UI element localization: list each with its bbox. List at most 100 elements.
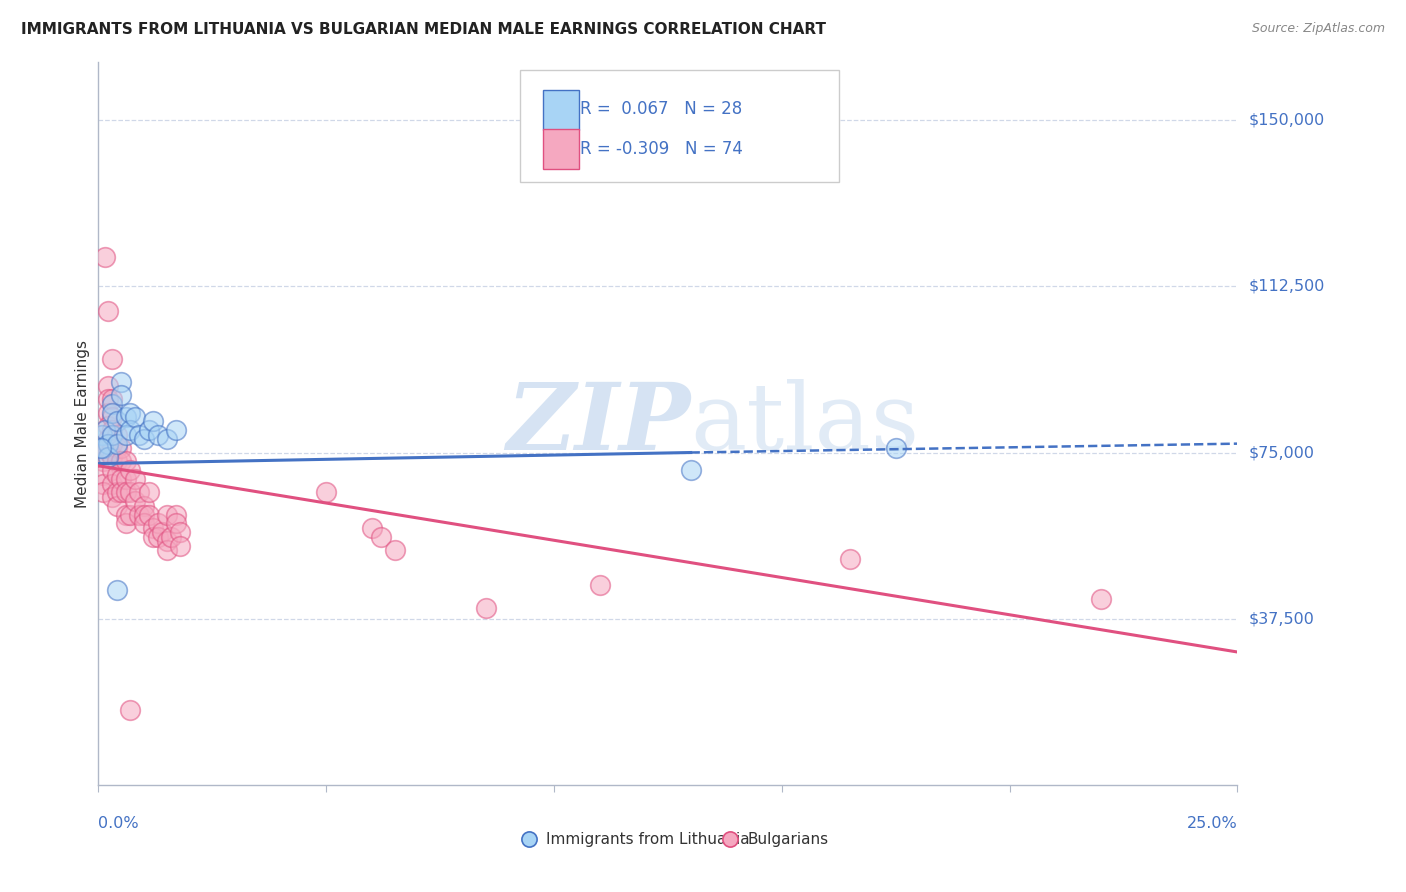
Point bbox=[884, 441, 907, 455]
Point bbox=[128, 427, 150, 442]
Point bbox=[839, 552, 862, 566]
Point bbox=[110, 485, 132, 500]
Point bbox=[101, 463, 124, 477]
Point bbox=[90, 441, 112, 455]
Point bbox=[105, 441, 128, 455]
Point bbox=[91, 454, 114, 468]
Point bbox=[360, 521, 382, 535]
Text: Bulgarians: Bulgarians bbox=[748, 831, 828, 847]
Point bbox=[96, 418, 118, 433]
Point bbox=[91, 476, 114, 491]
Point bbox=[91, 441, 114, 455]
Point bbox=[142, 415, 165, 429]
Point bbox=[114, 516, 136, 531]
Text: $37,500: $37,500 bbox=[1249, 611, 1315, 626]
Point bbox=[132, 499, 155, 513]
Point bbox=[165, 508, 187, 522]
Point bbox=[114, 427, 136, 442]
Point bbox=[132, 508, 155, 522]
Text: Source: ZipAtlas.com: Source: ZipAtlas.com bbox=[1251, 22, 1385, 36]
Point bbox=[101, 406, 124, 420]
Point bbox=[120, 485, 142, 500]
FancyBboxPatch shape bbox=[520, 70, 839, 182]
Text: $75,000: $75,000 bbox=[1249, 445, 1315, 460]
Point bbox=[124, 410, 146, 425]
Text: 25.0%: 25.0% bbox=[1187, 815, 1237, 830]
Point bbox=[124, 472, 146, 486]
Point bbox=[132, 432, 155, 446]
Point bbox=[146, 530, 169, 544]
Point bbox=[679, 463, 702, 477]
Point bbox=[96, 432, 118, 446]
Text: $150,000: $150,000 bbox=[1249, 112, 1324, 128]
Point bbox=[142, 530, 165, 544]
Point bbox=[91, 485, 114, 500]
Point bbox=[120, 463, 142, 477]
FancyBboxPatch shape bbox=[543, 90, 579, 129]
Text: 0.0%: 0.0% bbox=[98, 815, 139, 830]
Point bbox=[120, 423, 142, 437]
Point bbox=[114, 410, 136, 425]
Point bbox=[105, 582, 128, 597]
Point bbox=[105, 436, 128, 450]
Point bbox=[138, 485, 160, 500]
Point bbox=[110, 441, 132, 455]
Text: atlas: atlas bbox=[690, 379, 920, 468]
Point bbox=[114, 485, 136, 500]
Point bbox=[165, 516, 187, 531]
Point bbox=[142, 521, 165, 535]
Point bbox=[156, 508, 179, 522]
FancyBboxPatch shape bbox=[543, 129, 579, 169]
Point bbox=[105, 415, 128, 429]
Point bbox=[96, 450, 118, 464]
Point bbox=[91, 427, 114, 442]
Point bbox=[105, 499, 128, 513]
Text: $112,500: $112,500 bbox=[1249, 279, 1324, 293]
Point bbox=[138, 423, 160, 437]
Point bbox=[146, 427, 169, 442]
Point bbox=[98, 445, 121, 459]
Point bbox=[315, 485, 337, 500]
Point bbox=[128, 508, 150, 522]
Point bbox=[101, 392, 124, 407]
Point bbox=[114, 454, 136, 468]
Point bbox=[94, 251, 117, 265]
Point bbox=[150, 525, 173, 540]
Text: R = -0.309   N = 74: R = -0.309 N = 74 bbox=[581, 140, 742, 158]
Point bbox=[105, 427, 128, 442]
Point bbox=[474, 600, 496, 615]
Text: IMMIGRANTS FROM LITHUANIA VS BULGARIAN MEDIAN MALE EARNINGS CORRELATION CHART: IMMIGRANTS FROM LITHUANIA VS BULGARIAN M… bbox=[21, 22, 827, 37]
Point bbox=[101, 490, 124, 504]
Point bbox=[114, 472, 136, 486]
Point bbox=[156, 432, 179, 446]
Point bbox=[94, 423, 117, 437]
Point bbox=[156, 534, 179, 549]
Text: R =  0.067   N = 28: R = 0.067 N = 28 bbox=[581, 101, 742, 119]
Point bbox=[101, 352, 124, 367]
Point bbox=[90, 441, 112, 455]
Point bbox=[169, 539, 191, 553]
Point bbox=[138, 508, 160, 522]
Point bbox=[132, 516, 155, 531]
Point bbox=[110, 454, 132, 468]
Point bbox=[114, 508, 136, 522]
Point bbox=[588, 578, 610, 592]
Point bbox=[101, 423, 124, 437]
Point bbox=[146, 516, 169, 531]
Point bbox=[124, 494, 146, 508]
Point bbox=[1090, 591, 1112, 606]
Point bbox=[96, 406, 118, 420]
Text: ZIP: ZIP bbox=[506, 379, 690, 468]
Point bbox=[96, 436, 118, 450]
Point bbox=[156, 543, 179, 558]
Point bbox=[96, 303, 118, 318]
Point bbox=[105, 467, 128, 482]
Point bbox=[169, 525, 191, 540]
Point bbox=[120, 703, 142, 717]
Point bbox=[91, 445, 114, 459]
Point bbox=[91, 467, 114, 482]
Point bbox=[101, 476, 124, 491]
Point bbox=[128, 485, 150, 500]
Text: Immigrants from Lithuania: Immigrants from Lithuania bbox=[546, 831, 749, 847]
Point bbox=[384, 543, 406, 558]
